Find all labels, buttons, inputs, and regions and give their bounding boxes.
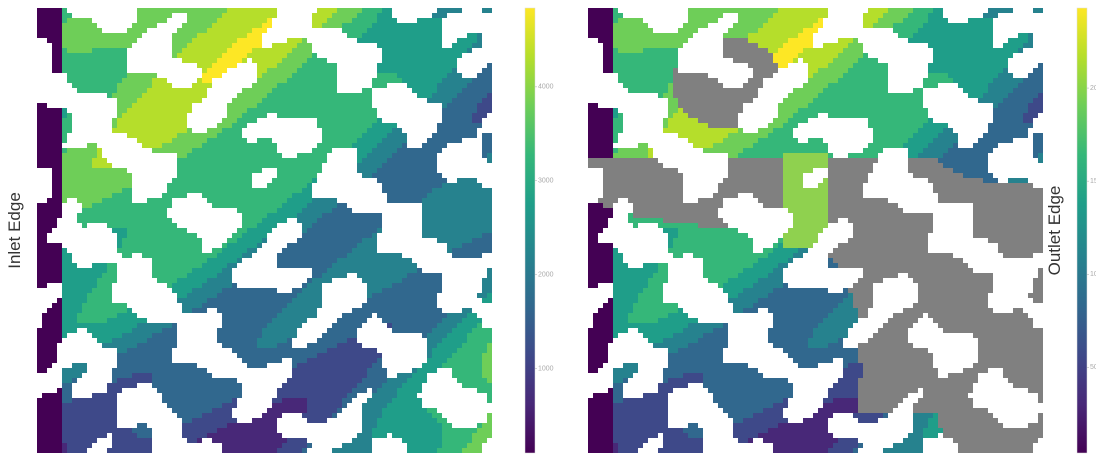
pore-region [783,153,828,248]
figure: Inlet Edge 1000 2000 3000 4000 Outlet Edge 500… [0,0,1096,461]
colorbar [525,8,535,453]
colorbar-tick-label: 1500 [1090,178,1096,185]
edge-label: Inlet Edge [5,192,24,269]
colorbar-tick-label: 1000 [538,365,554,372]
colorbar-tick-label: 2000 [538,271,554,278]
colorbar [1077,8,1087,453]
colorbar-tick-label: 2000 [1090,85,1096,92]
colorbar-tick-label: 500 [1090,364,1096,371]
pore-region [37,8,62,453]
colorbar-tick-label: 1000 [1090,271,1096,278]
edge-label: Outlet Edge [1045,186,1064,276]
colorbar-tick-label: 4000 [538,84,554,91]
colorbar-tick-label: 3000 [538,178,554,185]
pore-region [588,8,613,453]
